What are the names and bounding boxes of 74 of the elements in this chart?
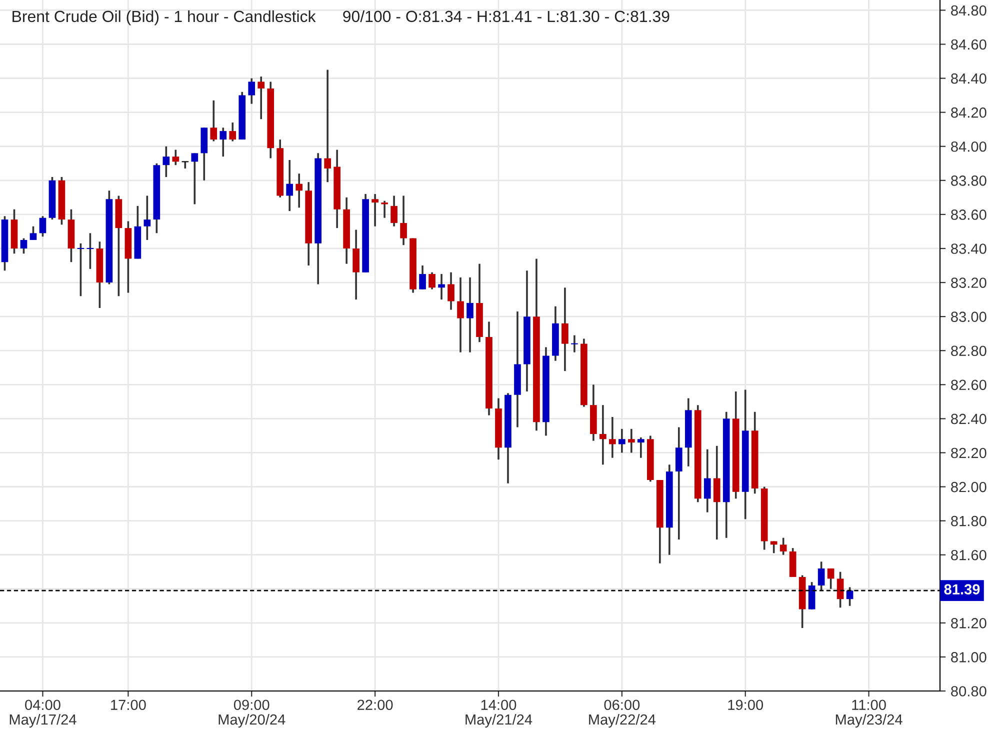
candlestick xyxy=(20,237,28,254)
candlestick xyxy=(86,232,94,270)
candlestick xyxy=(466,276,474,354)
y-tick-label: 83.20 xyxy=(951,278,986,288)
candlestick xyxy=(286,159,294,212)
candlestick xyxy=(352,228,360,300)
candlestick xyxy=(229,122,236,142)
candlestick xyxy=(324,68,331,184)
candlestick xyxy=(808,581,816,610)
candlestick xyxy=(704,448,711,514)
y-tick-label: 84.20 xyxy=(951,107,986,118)
y-tick-label: 82.80 xyxy=(951,346,986,356)
candlestick xyxy=(675,426,682,540)
candlestick xyxy=(713,445,720,540)
y-tick-label: 82.00 xyxy=(951,482,986,492)
candlestick xyxy=(600,404,606,466)
candlestick xyxy=(628,428,635,454)
y-tick-label: 84.80 xyxy=(951,5,986,16)
x-tick-label: 19:00 xyxy=(728,700,764,710)
y-tick-label: 82.20 xyxy=(951,448,986,458)
candlestick xyxy=(144,194,151,241)
candlestick xyxy=(609,416,616,459)
y-tick-label: 82.60 xyxy=(951,380,986,390)
x-tick-label: 06:00 May/22/24 xyxy=(589,700,656,728)
y-tick-label: 84.40 xyxy=(951,73,986,84)
y-tick-label: 82.40 xyxy=(951,414,986,424)
y-tick-label: 84.00 xyxy=(951,141,986,152)
candlestick xyxy=(400,194,407,246)
y-tick-label: 83.40 xyxy=(951,244,986,254)
y-tick-label: 80.80 xyxy=(951,686,986,696)
x-tick-label: 09:00 May/20/24 xyxy=(218,700,286,728)
candlestick xyxy=(210,100,218,142)
candlestick xyxy=(248,77,256,105)
y-tick-label: 81.00 xyxy=(951,652,986,662)
y-tick-label: 83.00 xyxy=(951,312,986,322)
y-tick-label: 81.20 xyxy=(951,618,986,628)
candlestick xyxy=(220,126,227,158)
candlestick xyxy=(637,436,644,459)
x-tick-label: 22:00 xyxy=(358,700,393,710)
y-tick-label: 81.80 xyxy=(951,516,986,526)
candlestick xyxy=(372,193,378,228)
candlestick xyxy=(457,276,464,354)
candlestick xyxy=(448,271,454,311)
x-tick-label: 11:00 May/23/24 xyxy=(836,700,902,728)
y-tick-label: 84.60 xyxy=(951,39,986,50)
text: Brent Crude Oil (Bid) - 1 hour - Candlestick 90/100 - O:81.34 - H:81.41 - L:81.30 - C:81.39 xyxy=(12,10,670,26)
candlestick xyxy=(770,540,778,554)
y-tick-label: 83.80 xyxy=(951,176,986,186)
candlestick xyxy=(258,76,265,120)
ref-line-label: 81.39 xyxy=(944,584,980,595)
x-tick-label: 04:00 May/17/24 xyxy=(10,700,76,728)
candlestick xyxy=(618,428,626,454)
candlestick xyxy=(191,152,198,206)
candlestick xyxy=(296,172,303,209)
candlestick xyxy=(836,570,844,609)
candlestick xyxy=(428,271,436,290)
candlestick xyxy=(182,160,189,170)
candlestick xyxy=(77,242,84,298)
x-tick-label: 17:00 xyxy=(111,700,146,710)
candlestick xyxy=(562,286,568,372)
x-tick-label: 14:00 May/21/24 xyxy=(466,700,532,728)
candlestick xyxy=(39,215,46,238)
candlestick xyxy=(419,264,426,290)
candlestick xyxy=(780,536,787,556)
candlestick xyxy=(172,148,180,166)
candlestick xyxy=(162,145,170,178)
candlestick xyxy=(438,273,445,300)
candlestick xyxy=(390,194,398,228)
candlestick xyxy=(30,225,37,241)
candlestick xyxy=(571,334,578,354)
y-tick-label: 81.60 xyxy=(951,550,986,560)
candlestick xyxy=(818,560,825,592)
candlestick xyxy=(827,568,834,590)
y-tick-label: 83.60 xyxy=(951,210,986,220)
